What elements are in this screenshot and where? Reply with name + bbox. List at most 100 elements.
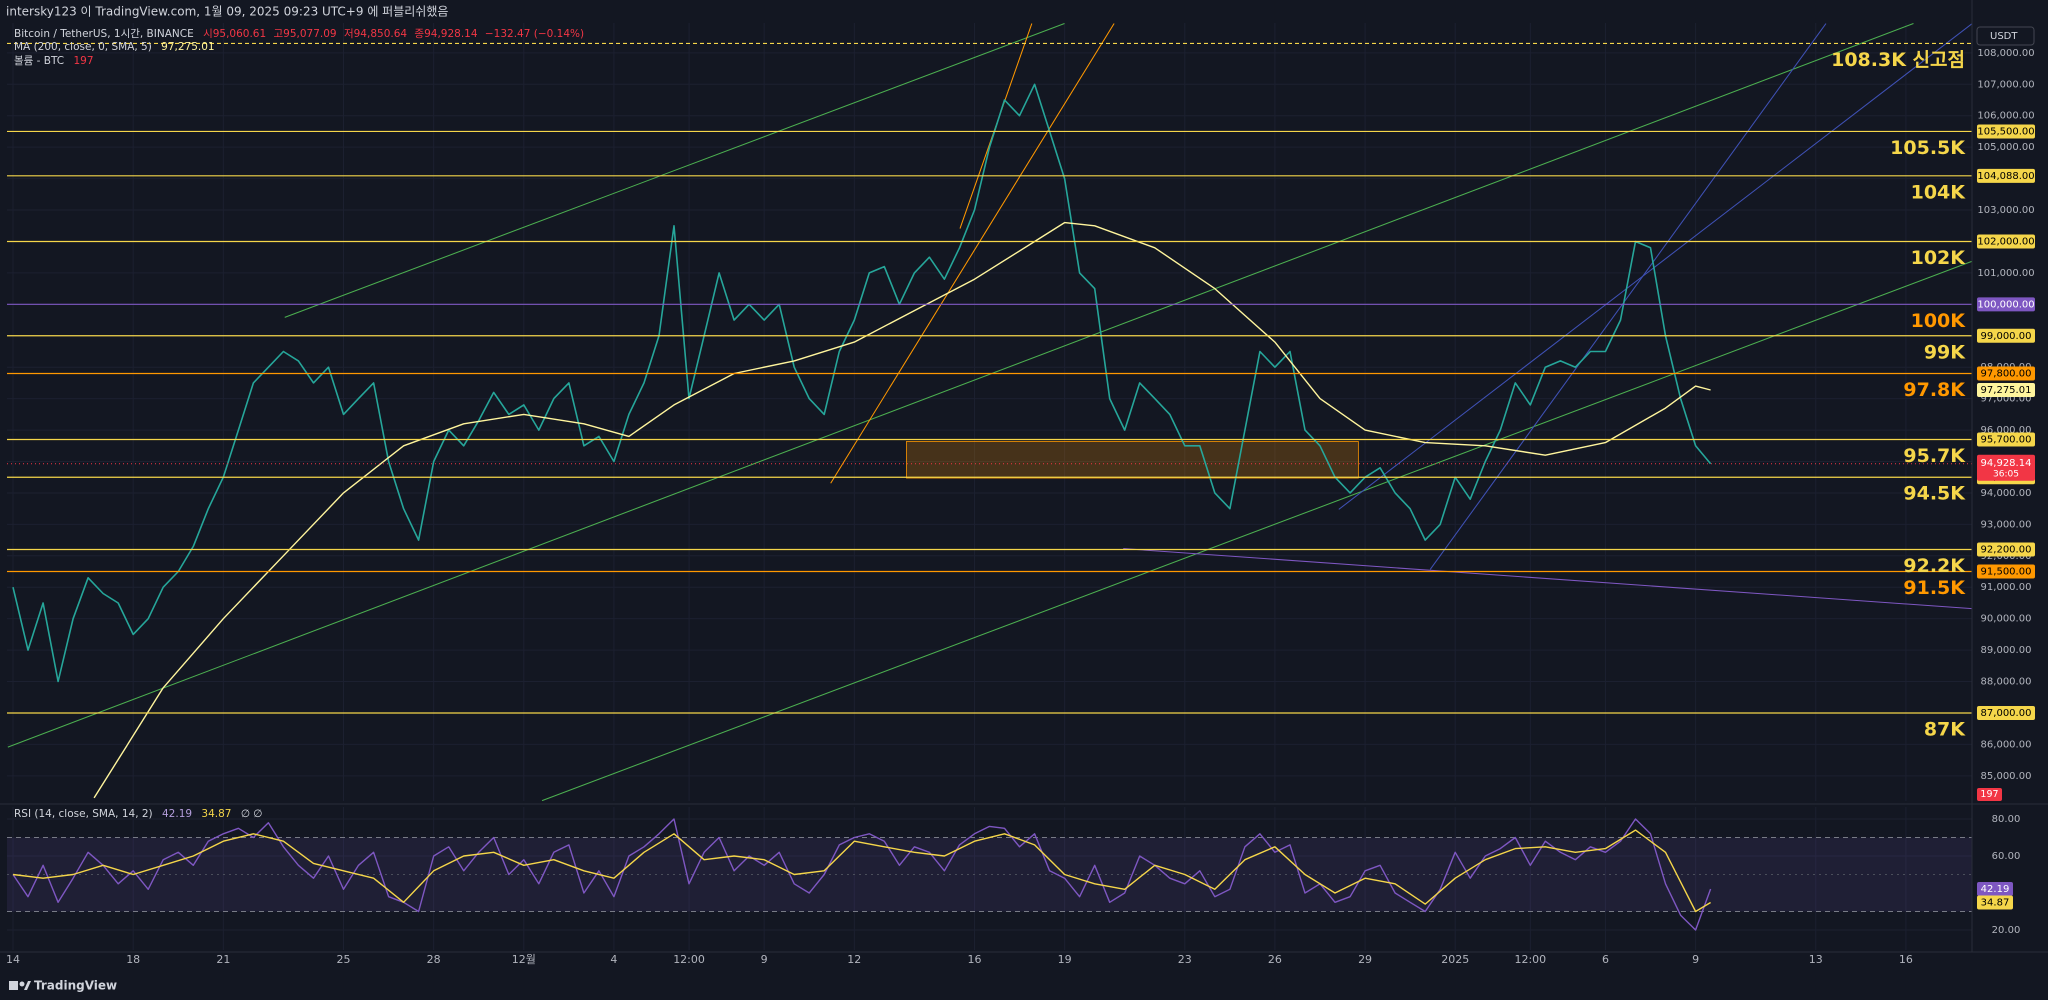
x-tick-label: 2025: [1441, 953, 1469, 966]
level-badge-label: 105,500.00: [1977, 126, 2034, 137]
x-tick-label: 25: [337, 953, 351, 966]
x-tick-label: 4: [610, 953, 617, 966]
level-label: 92.2K: [1903, 555, 1966, 577]
unit-badge: [1976, 26, 2035, 46]
price-legend: Bitcoin / TetherUS, 1시간, BINANCE 시95,060…: [14, 28, 584, 40]
ohlc: 종94,928.14: [414, 28, 477, 40]
x-tick-label: 26: [1268, 953, 1282, 966]
page-header: intersky123 이 TradingView.com, 1월 09, 20…: [6, 5, 448, 19]
ohlc: 고95,077.09: [274, 28, 337, 40]
rsi-name: RSI (14, close, SMA, 14, 2): [14, 808, 153, 820]
level-badge: [1977, 234, 2035, 249]
y-tick-label: 106,000.00: [1977, 111, 2034, 122]
rsi-extra: ∅ ∅: [241, 808, 263, 820]
ma-badge: [1977, 382, 2035, 397]
axis-layer: 85,000.00 86,000.00 87,000.00 88,000.00 89,0…: [6, 26, 2035, 966]
y-tick-label: 86,000.00: [1981, 739, 2032, 750]
level-badge-label: 97,800.00: [1981, 368, 2032, 379]
ma-legend: MA (200, close, 0, SMA, 5) 97,275.01: [14, 41, 215, 53]
x-tick-label: 12:00: [1514, 953, 1546, 966]
y-tick-label: 94,000.00: [1981, 488, 2032, 499]
level-badge-label: 104,088.00: [1977, 171, 2034, 182]
series-line: [12, 818, 1712, 931]
level-label: 104K: [1911, 181, 1967, 203]
main-plot: [7, 42, 1972, 799]
level-badge-label: 92,200.00: [1981, 545, 2032, 556]
trend-line: [1338, 23, 1972, 510]
x-tick-label: 12월: [512, 953, 536, 966]
series-line: [12, 83, 1712, 683]
level-label: 100K: [1911, 310, 1967, 332]
x-tick-label: 28: [427, 953, 441, 966]
last-price-badge: [1977, 454, 2035, 481]
level-badge-label: 99,000.00: [1981, 331, 2032, 342]
level-label: 91.5K: [1903, 577, 1966, 599]
drawings: [7, 23, 1972, 801]
countdown: 36:05: [1993, 469, 2019, 479]
rsi-badge-label: 34.87: [1981, 898, 2010, 909]
y-tick-label: 107,000.00: [1977, 79, 2034, 90]
x-tick-label: 9: [1692, 953, 1699, 966]
rsi-value: 42.19: [162, 808, 192, 820]
ohlc: 저94,850.64: [344, 28, 407, 40]
trend-line: [830, 23, 1115, 484]
y-tick-label: 108,000.00: [1977, 48, 2034, 59]
level-label: 105.5K: [1890, 137, 1966, 159]
rsi-legend: RSI (14, close, SMA, 14, 2) 42.19 34.87 …: [14, 808, 262, 820]
x-tick-label: 6: [1602, 953, 1609, 966]
level-badge: [1977, 168, 2035, 183]
level-badge: [1977, 564, 2035, 579]
level-badge: [1977, 297, 2035, 312]
series-line: [93, 221, 1711, 799]
x-tick-label: 13: [1809, 953, 1823, 966]
level-badge: [1977, 432, 2035, 447]
level-badge-label: 100,000.00: [1977, 299, 2034, 310]
level-badge-label: 87,000.00: [1981, 708, 2032, 719]
ma-name: MA (200, close, 0, SMA, 5): [14, 41, 152, 53]
change: −132.47 (−0.14%): [485, 28, 584, 40]
brand: TradingView: [34, 979, 117, 993]
level-badge-label: 102,000.00: [1977, 236, 2034, 247]
x-tick-label: 14: [6, 953, 20, 966]
volume-legend: 볼륨 - BTC 197: [14, 55, 94, 67]
y-tick-label: 90,000.00: [1981, 614, 2032, 625]
ohlc: 시95,060.61: [203, 28, 266, 40]
level-label: 94.5K: [1903, 483, 1966, 505]
volume-badge-label: 197: [1980, 789, 1998, 800]
level-label: 102K: [1911, 247, 1967, 269]
x-tick-label: 18: [126, 953, 140, 966]
volume-name: 볼륨 - BTC: [14, 55, 64, 67]
level-badge: [1977, 328, 2035, 343]
logo-mark: [24, 981, 31, 990]
rsi-badge-label: 42.19: [1981, 884, 2010, 895]
rsi-badge: [1977, 895, 2013, 910]
level-badge: [1977, 366, 2035, 381]
y-tick-label: 85,000.00: [1981, 771, 2032, 782]
rsi-plot: [7, 818, 1972, 931]
y-tick-label: 96,000.00: [1981, 425, 2032, 436]
x-tick-label: 12: [847, 953, 861, 966]
ma-badge-label: 97,275.01: [1981, 385, 2032, 396]
ma-value: 97,275.01: [161, 41, 214, 53]
y-tick-label: 88,000.00: [1981, 677, 2032, 688]
level-badge: [1977, 705, 2035, 720]
trend-line: [7, 23, 1914, 748]
level-label: 97.8K: [1903, 379, 1966, 401]
volume-badge: [1977, 788, 2002, 801]
level-label: 99K: [1924, 341, 1966, 363]
logo-mark: [19, 981, 25, 987]
logo-mark: [9, 981, 18, 990]
rsi-badge: [1977, 881, 2013, 896]
rsi-sma-value: 34.87: [201, 808, 231, 820]
unit-label: USDT: [1990, 31, 2018, 42]
x-tick-label: 16: [967, 953, 981, 966]
level-label: 108.3K 신고점: [1831, 49, 1965, 71]
level-badge: [1977, 542, 2035, 557]
x-tick-label: 23: [1178, 953, 1192, 966]
x-tick-label: 12:00: [673, 953, 705, 966]
y-tick-label: 80.00: [1992, 814, 2021, 825]
y-tick-label: 93,000.00: [1981, 519, 2032, 530]
